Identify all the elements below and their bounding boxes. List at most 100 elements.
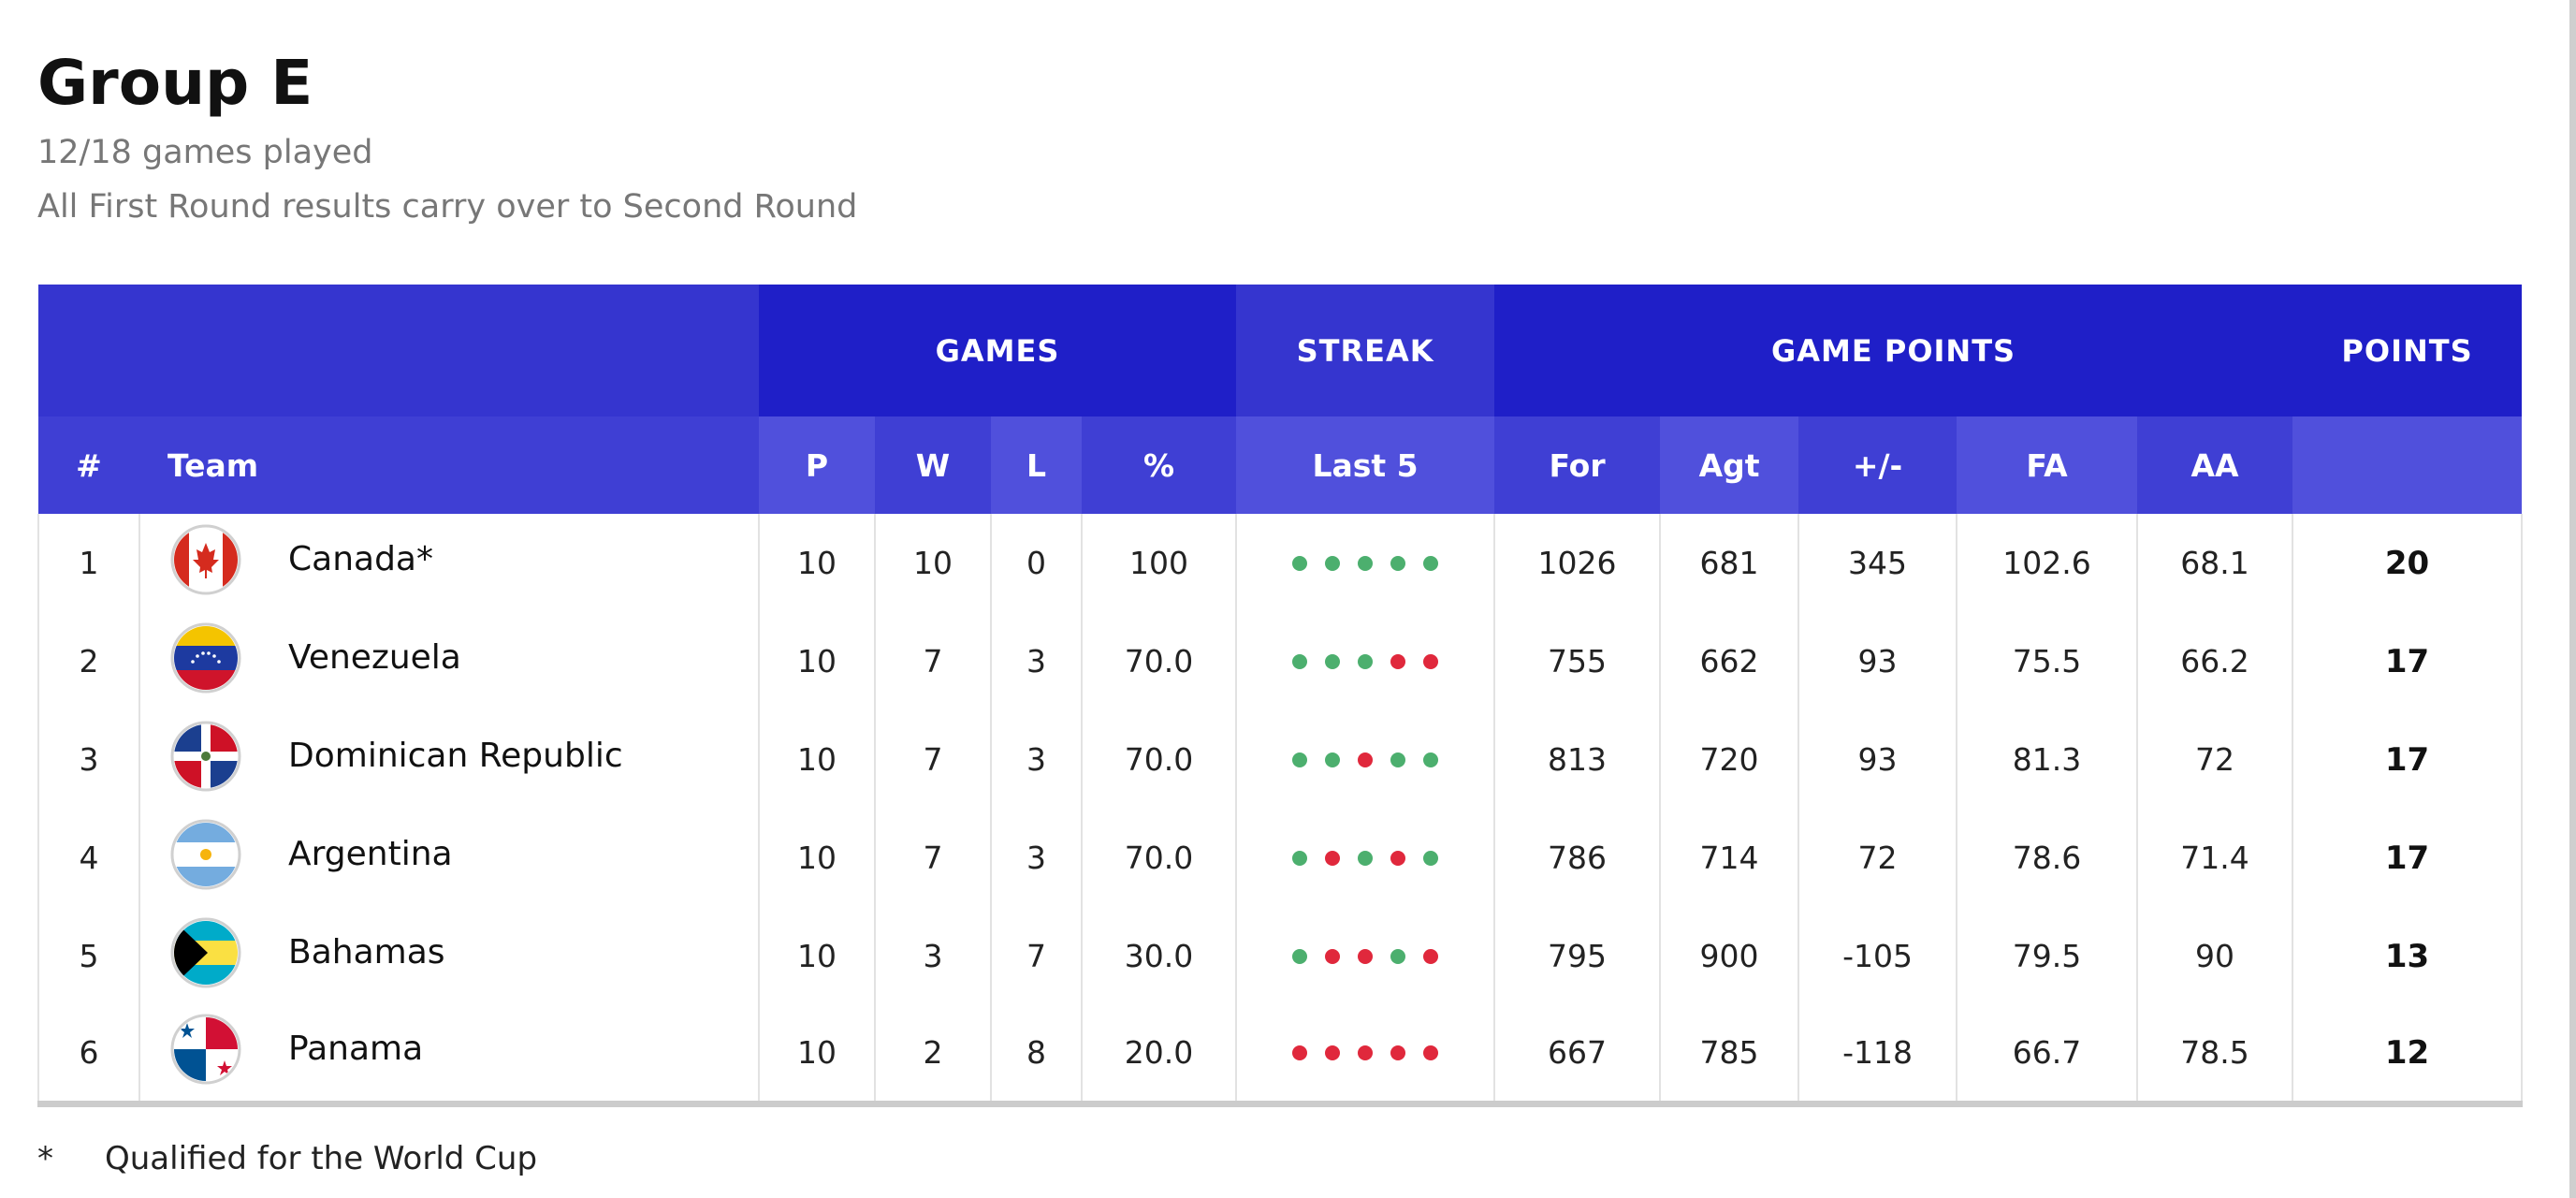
table-row[interactable]: 2 Venezuela 10 7 3 70.0 755 662 93 75.5 66.2 17 bbox=[37, 612, 2524, 710]
agt-cell: 662 bbox=[1659, 612, 1800, 710]
last5-column-header[interactable]: Last 5 bbox=[1236, 416, 1495, 514]
rank-cell: 2 bbox=[37, 612, 140, 710]
aa-cell: 90 bbox=[2136, 907, 2294, 1005]
team-cell[interactable]: Panama bbox=[138, 1005, 760, 1103]
lost-cell: 3 bbox=[990, 809, 1083, 907]
table-row[interactable]: 1 Canada* 10 10 0 100 1026 681 345 102.6 68.1 20 bbox=[37, 514, 2524, 612]
game-points-group-header: GAME POINTS bbox=[1494, 285, 2293, 416]
aa-column-header[interactable]: AA bbox=[2137, 416, 2293, 514]
pct-cell: 100 bbox=[1080, 514, 1238, 612]
last5-streak bbox=[1237, 555, 1493, 571]
fa-cell: 79.5 bbox=[1956, 907, 2139, 1005]
streak-cell bbox=[1235, 514, 1496, 612]
streak-win-dot bbox=[1390, 948, 1406, 964]
streak-win-dot bbox=[1390, 752, 1406, 767]
diff-cell: 93 bbox=[1797, 710, 1958, 809]
team-cell[interactable]: Dominican Republic bbox=[138, 710, 760, 809]
won-cell: 2 bbox=[874, 1005, 992, 1103]
played-cell: 10 bbox=[758, 1005, 876, 1103]
won-cell: 7 bbox=[874, 612, 992, 710]
streak-win-dot bbox=[1292, 752, 1308, 767]
team-column-header[interactable]: Team bbox=[139, 416, 759, 514]
pct-cell: 70.0 bbox=[1080, 612, 1238, 710]
streak-win-dot bbox=[1423, 850, 1439, 866]
team-cell[interactable]: Canada* bbox=[138, 514, 760, 612]
lost-cell: 7 bbox=[990, 907, 1083, 1005]
team-name[interactable]: Dominican Republic bbox=[288, 737, 623, 775]
played-column-header[interactable]: P bbox=[759, 416, 875, 514]
points-cell: 13 bbox=[2292, 907, 2524, 1005]
rank-cell: 6 bbox=[37, 1005, 140, 1103]
streak-win-dot bbox=[1325, 653, 1341, 669]
streak-win-dot bbox=[1358, 850, 1374, 866]
streak-win-dot bbox=[1325, 752, 1341, 767]
streak-loss-dot bbox=[1292, 1045, 1308, 1060]
points-cell: 20 bbox=[2292, 514, 2524, 612]
panama-flag-icon bbox=[168, 1012, 288, 1094]
streak-loss-dot bbox=[1325, 1045, 1341, 1060]
fa-column-header[interactable]: FA bbox=[1957, 416, 2138, 514]
streak-win-dot bbox=[1292, 653, 1308, 669]
group-heading: Group E 12/18 games played All First Rou… bbox=[37, 41, 857, 234]
dominican-republic-flag-icon bbox=[168, 719, 288, 801]
for-column-header[interactable]: For bbox=[1494, 416, 1661, 514]
pct-cell: 70.0 bbox=[1080, 710, 1238, 809]
streak-loss-dot bbox=[1325, 850, 1341, 866]
points-cell: 17 bbox=[2292, 612, 2524, 710]
team-cell[interactable]: Argentina bbox=[138, 809, 760, 907]
won-cell: 7 bbox=[874, 710, 992, 809]
team-name[interactable]: Argentina bbox=[288, 835, 453, 873]
column-header-row: # Team P W L % Last 5 For Agt +/- FA AA bbox=[38, 416, 2523, 514]
diff-cell: 72 bbox=[1797, 809, 1958, 907]
window-edge bbox=[2569, 0, 2576, 1198]
played-cell: 10 bbox=[758, 710, 876, 809]
carry-over-note: All First Round results carry over to Se… bbox=[37, 188, 858, 226]
team-name[interactable]: Canada* bbox=[288, 540, 433, 578]
diff-cell: 345 bbox=[1797, 514, 1958, 612]
venezuela-flag-icon bbox=[168, 621, 288, 703]
agt-cell: 720 bbox=[1659, 710, 1800, 809]
agt-column-header[interactable]: Agt bbox=[1660, 416, 1799, 514]
streak-win-dot bbox=[1423, 752, 1439, 767]
lost-cell: 3 bbox=[990, 710, 1083, 809]
points-group-header: POINTS bbox=[2292, 285, 2523, 416]
rank-column-header[interactable]: # bbox=[38, 416, 139, 514]
lost-cell: 0 bbox=[990, 514, 1083, 612]
table-row[interactable]: 6 Panama 10 2 8 20.0 667 785 -118 66.7 78.5 12 bbox=[37, 1005, 2524, 1103]
table-row[interactable]: 3 Dominican Republic 10 7 3 70.0 813 720 93 81.3 7… bbox=[37, 710, 2524, 809]
team-name[interactable]: Panama bbox=[288, 1030, 424, 1069]
rank-cell: 3 bbox=[37, 710, 140, 809]
team-name[interactable]: Bahamas bbox=[288, 933, 445, 972]
for-cell: 667 bbox=[1493, 1005, 1662, 1103]
blank-group-header bbox=[38, 285, 759, 416]
fa-cell: 75.5 bbox=[1956, 612, 2139, 710]
table-row[interactable]: 5 Bahamas 10 3 7 30.0 795 900 -105 79.5 90 13 bbox=[37, 907, 2524, 1005]
team-name[interactable]: Venezuela bbox=[288, 638, 461, 677]
table-row[interactable]: 4 Argentina 10 7 3 70.0 786 714 72 78.6 71.4 17 bbox=[37, 809, 2524, 907]
diff-cell: 93 bbox=[1797, 612, 1958, 710]
streak-cell bbox=[1235, 809, 1496, 907]
argentina-flag-icon bbox=[168, 817, 288, 899]
for-cell: 813 bbox=[1493, 710, 1662, 809]
diff-cell: -105 bbox=[1797, 907, 1958, 1005]
points-column-header bbox=[2292, 416, 2523, 514]
pct-column-header[interactable]: % bbox=[1082, 416, 1237, 514]
streak-loss-dot bbox=[1423, 653, 1439, 669]
streak-win-dot bbox=[1423, 555, 1439, 571]
team-cell[interactable]: Bahamas bbox=[138, 907, 760, 1005]
streak-win-dot bbox=[1390, 555, 1406, 571]
streak-win-dot bbox=[1292, 850, 1308, 866]
streak-group-header: STREAK bbox=[1236, 285, 1495, 416]
fa-cell: 102.6 bbox=[1956, 514, 2139, 612]
streak-cell bbox=[1235, 612, 1496, 710]
lost-cell: 3 bbox=[990, 612, 1083, 710]
agt-cell: 785 bbox=[1659, 1005, 1800, 1103]
diff-column-header[interactable]: +/- bbox=[1798, 416, 1957, 514]
streak-loss-dot bbox=[1325, 948, 1341, 964]
won-column-header[interactable]: W bbox=[875, 416, 991, 514]
standings-body: 1 Canada* 10 10 0 100 1026 681 345 102.6 68.1 20 2 Ve… bbox=[37, 514, 2524, 1103]
lost-column-header[interactable]: L bbox=[991, 416, 1082, 514]
footnote-text: Qualified for the World Cup bbox=[105, 1140, 538, 1177]
team-cell[interactable]: Venezuela bbox=[138, 612, 760, 710]
